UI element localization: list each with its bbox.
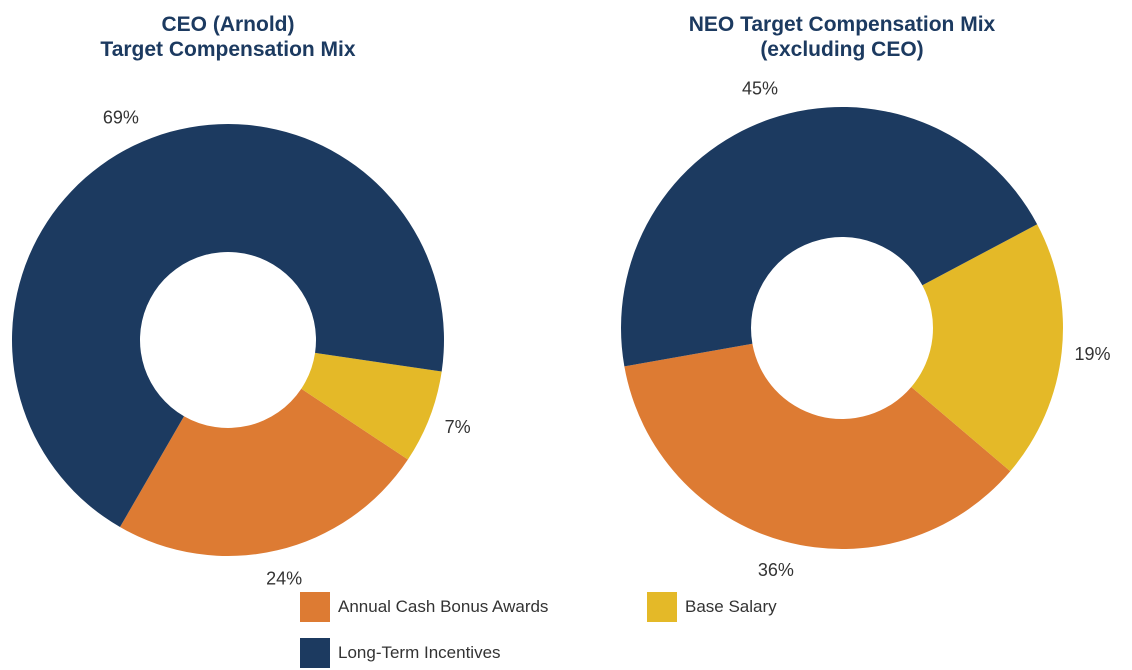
legend-item: Long-Term Incentives — [300, 638, 501, 668]
data-label: 7% — [445, 417, 471, 437]
data-label: 36% — [758, 560, 794, 580]
donut-slice — [624, 343, 1011, 550]
data-label: 69% — [103, 107, 139, 127]
donut-slice — [120, 388, 408, 556]
legend-label: Annual Cash Bonus Awards — [338, 597, 549, 616]
legend-item: Annual Cash Bonus Awards — [300, 592, 548, 622]
donut-slice — [12, 123, 445, 528]
chart-title: NEO Target Compensation Mix (excluding C… — [688, 13, 996, 61]
legend-label: Base Salary — [685, 597, 777, 616]
data-label: 24% — [266, 568, 302, 588]
legend-swatch — [300, 638, 330, 668]
donut-slice — [911, 224, 1063, 472]
legend-swatch — [647, 592, 677, 622]
legend-item: Base Salary — [647, 592, 777, 622]
data-label: 45% — [742, 78, 778, 98]
donut-slice — [621, 106, 1038, 367]
legend-swatch — [300, 592, 330, 622]
data-label: 19% — [1075, 344, 1111, 364]
donut-slice — [301, 352, 442, 460]
legend-label: Long-Term Incentives — [338, 643, 501, 662]
chart-title: CEO (Arnold) Target Compensation Mix — [100, 13, 356, 61]
